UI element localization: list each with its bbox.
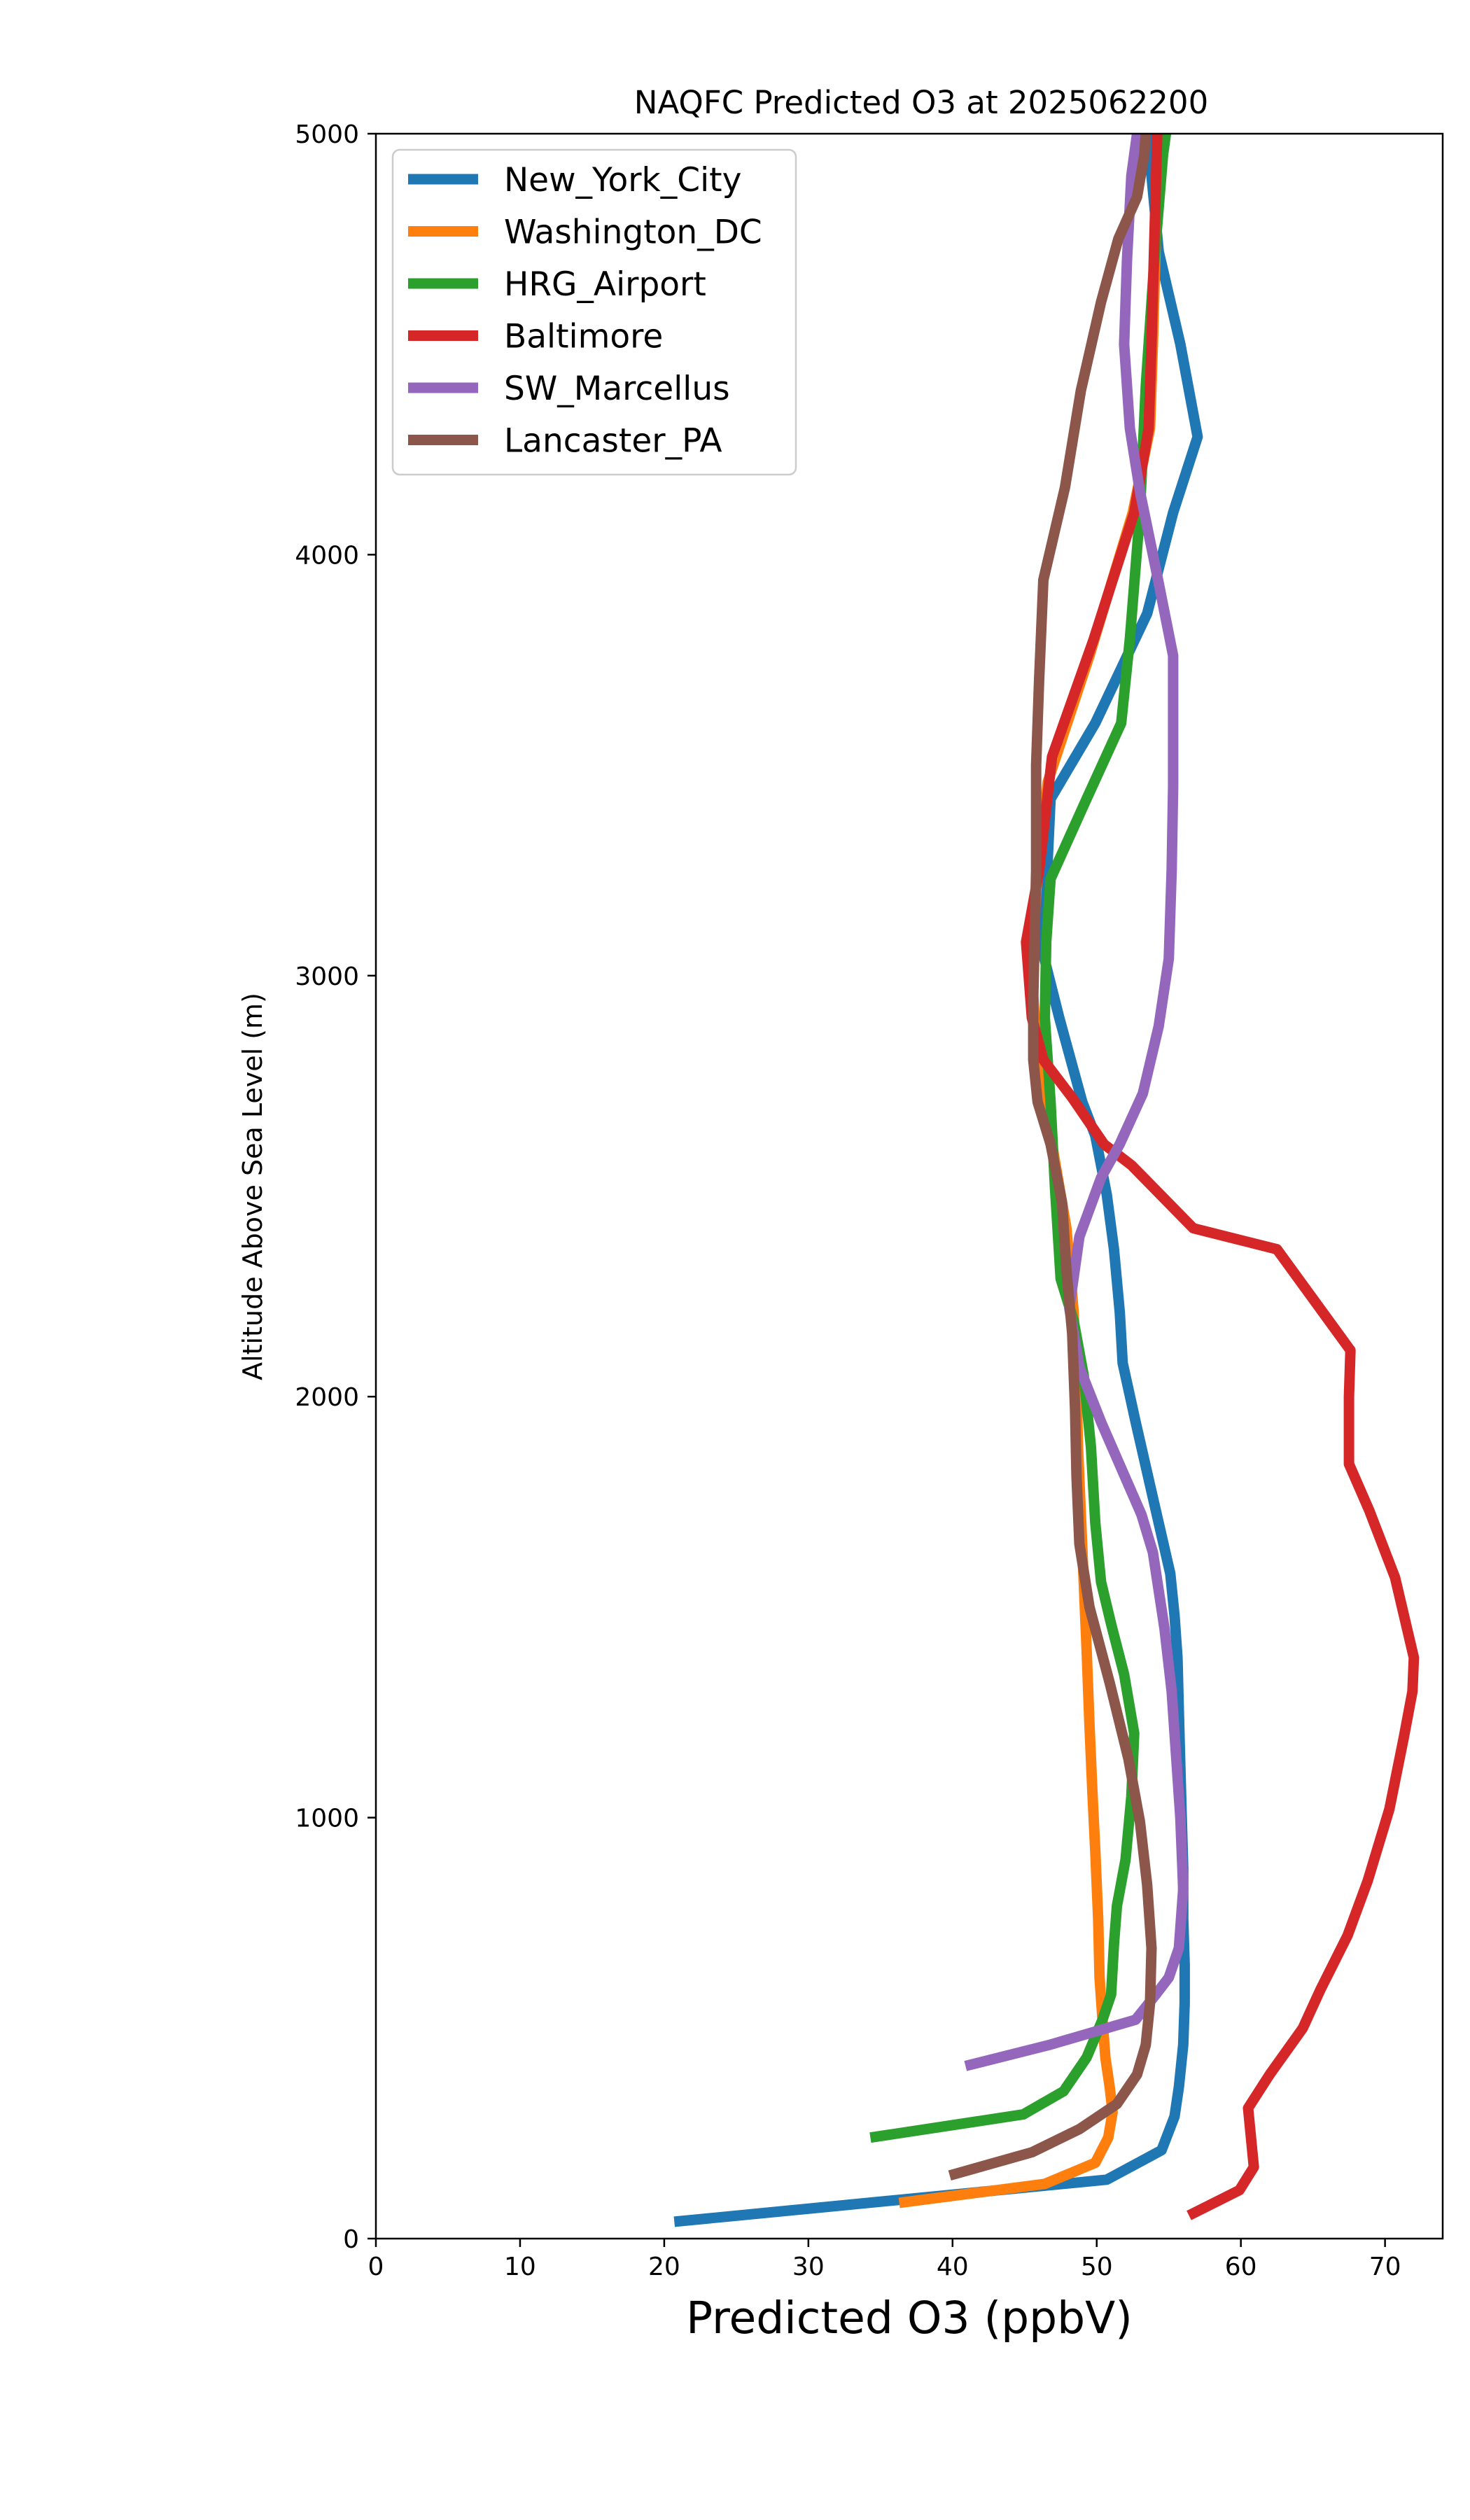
plot-area xyxy=(374,132,1444,2240)
series-line-lancaster-pa xyxy=(948,134,1157,2181)
chart-title: NAQFC Predicted O3 at 2025062200 xyxy=(634,84,1208,121)
x-tick-label: 10 xyxy=(504,2253,536,2281)
y-axis: 0 1000 2000 3000 4000 5000 xyxy=(295,120,376,2254)
y-tick-label: 2000 xyxy=(295,1383,359,1412)
x-tick-label: 0 xyxy=(368,2253,384,2281)
x-axis-label: Predicted O3 (ppbV) xyxy=(686,2292,1133,2344)
x-tick-label: 20 xyxy=(648,2253,680,2281)
legend-items: New_York_City Washington_DC HRG_Airport Bal… xyxy=(408,161,762,461)
series-line-hrg-airport xyxy=(869,134,1172,2143)
y-axis-label: Altitude Above Sea Level (m) xyxy=(237,993,268,1380)
series-line-baltimore xyxy=(1021,134,1420,2220)
legend: New_York_City Washington_DC HRG_Airport Bal… xyxy=(391,148,797,476)
y-tick-label: 5000 xyxy=(295,120,359,149)
x-tick-label: 50 xyxy=(1081,2253,1113,2281)
x-tick-label: 30 xyxy=(792,2253,825,2281)
legend-label-new-york-city: New_York_City xyxy=(504,161,741,200)
x-tick-label: 70 xyxy=(1369,2253,1401,2281)
plot-frame xyxy=(374,132,1444,2240)
y-tick-label: 0 xyxy=(343,2225,359,2254)
x-tick-label: 60 xyxy=(1225,2253,1257,2281)
legend-label-sw-marcellus: SW_Marcellus xyxy=(504,370,730,408)
y-tick-label: 1000 xyxy=(295,1805,359,1833)
series-line-new-york-city xyxy=(673,134,1203,2227)
series-layer xyxy=(673,134,1420,2227)
legend-label-baltimore: Baltimore xyxy=(504,318,663,356)
legend-label-lancaster-pa: Lancaster_PA xyxy=(504,422,722,461)
legend-frame xyxy=(391,148,797,476)
y-tick-label: 4000 xyxy=(295,541,359,570)
x-axis: 0 10 20 30 40 50 60 70 xyxy=(368,2239,1401,2281)
x-tick-label: 40 xyxy=(937,2253,969,2281)
legend-label-hrg-airport: HRG_Airport xyxy=(504,265,706,304)
y-tick-label: 3000 xyxy=(295,962,359,991)
legend-label-washington-dc: Washington_DC xyxy=(504,214,762,252)
